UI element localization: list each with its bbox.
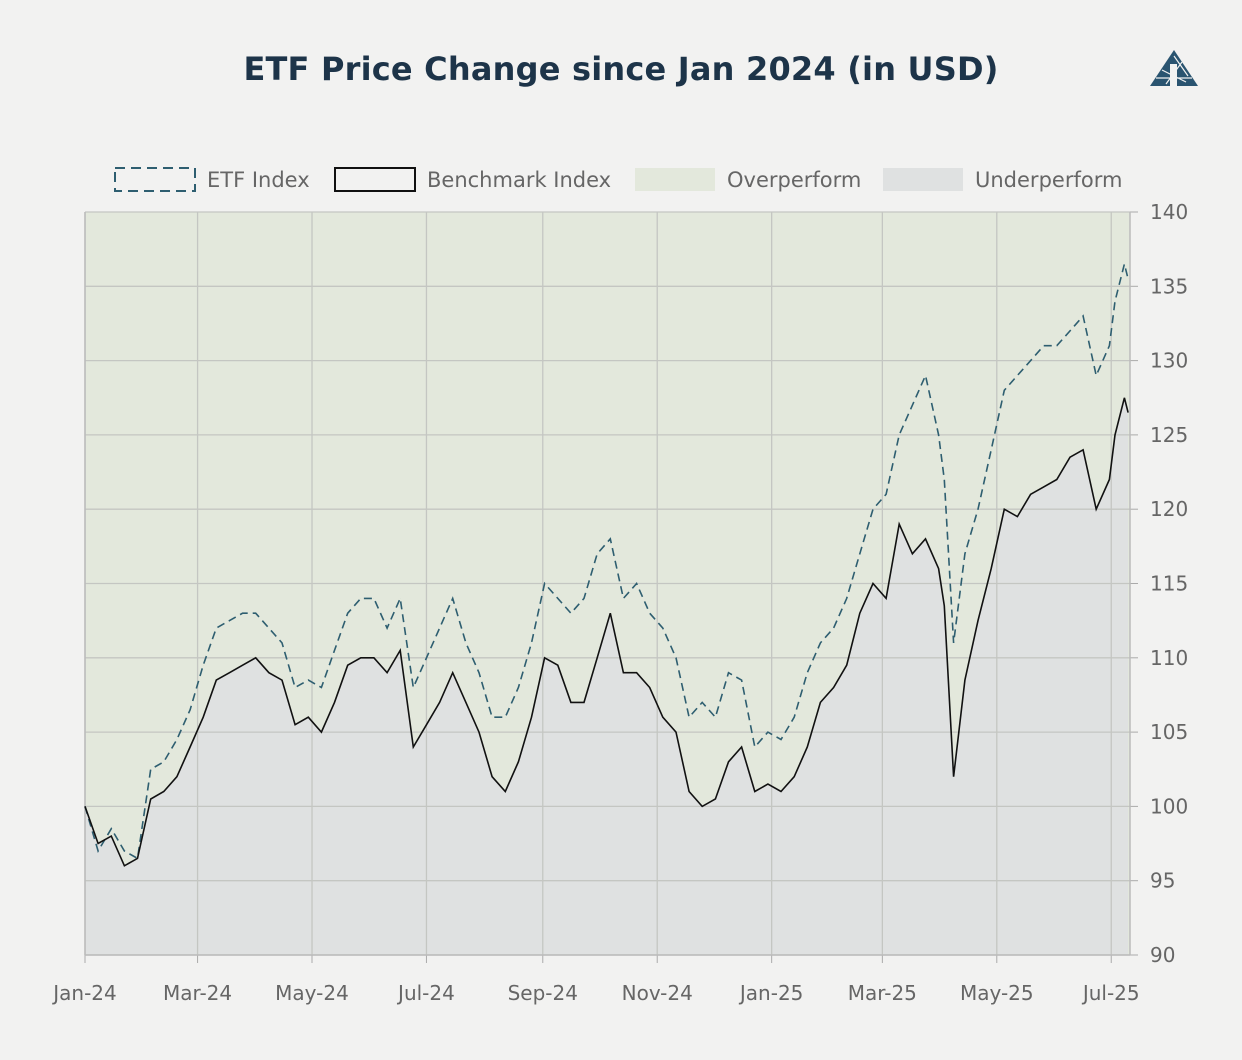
- x-tick-label: Jan-25: [738, 981, 804, 1005]
- chart-title: ETF Price Change since Jan 2024 (in USD): [243, 50, 999, 88]
- legend-item-etf: ETF Index: [114, 167, 310, 192]
- y-tick-label: 110: [1150, 646, 1188, 670]
- legend-swatch-overperform: [635, 168, 715, 191]
- x-tick-label: Jan-24: [51, 981, 117, 1005]
- legend-label-overperform: Overperform: [727, 168, 861, 192]
- legend-label-benchmark: Benchmark Index: [427, 168, 611, 192]
- y-tick-label: 95: [1150, 869, 1175, 893]
- y-tick-label: 125: [1150, 423, 1188, 447]
- brand-logo-icon: [1150, 50, 1198, 86]
- plot-area: 90 95 100 105 110 115 120 125 130 135 140 Jan-24 Mar…: [51, 200, 1188, 1005]
- legend: ETF Index Benchmark Index Overperform Un…: [114, 167, 1122, 192]
- y-tick-label: 105: [1150, 720, 1188, 744]
- legend-swatch-benchmark: [334, 167, 416, 192]
- y-tick-label: 140: [1150, 200, 1188, 224]
- legend-item-benchmark: Benchmark Index: [334, 167, 611, 192]
- x-tick-label: May-24: [275, 981, 349, 1005]
- legend-item-overperform: Overperform: [635, 168, 861, 192]
- y-tick-label: 90: [1150, 943, 1175, 967]
- y-tick-label: 100: [1150, 794, 1188, 818]
- legend-swatch-underperform: [883, 168, 963, 191]
- legend-swatch-etf: [114, 167, 196, 192]
- y-tick-label: 135: [1150, 274, 1188, 298]
- legend-item-underperform: Underperform: [883, 168, 1122, 192]
- legend-label-underperform: Underperform: [975, 168, 1122, 192]
- etf-index-line: [84, 263, 1129, 860]
- x-tick-label: Jul-25: [1081, 981, 1140, 1005]
- x-tick-label: May-25: [960, 981, 1034, 1005]
- x-tick-label: Sep-24: [508, 981, 578, 1005]
- x-tick-label: Mar-24: [163, 981, 232, 1005]
- x-tick-label: Mar-25: [848, 981, 917, 1005]
- y-tick-label: 130: [1150, 349, 1188, 373]
- underperform-area: [85, 397, 1129, 955]
- x-tick-label: Nov-24: [622, 981, 693, 1005]
- x-tick-label: Jul-24: [396, 981, 455, 1005]
- legend-label-etf: ETF Index: [207, 168, 310, 192]
- y-tick-label: 115: [1150, 572, 1188, 596]
- y-tick-label: 120: [1150, 497, 1188, 521]
